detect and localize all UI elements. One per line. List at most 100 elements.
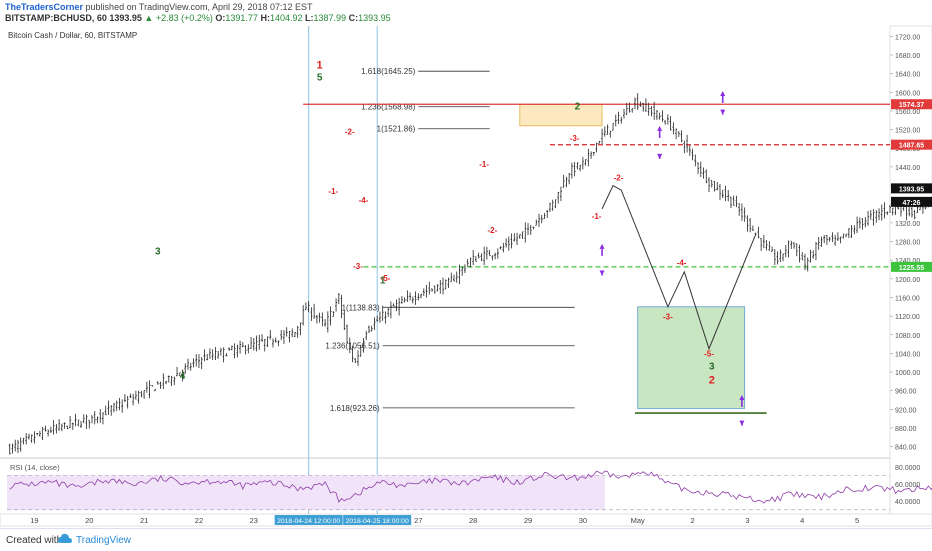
close-label: C: xyxy=(348,13,359,23)
price-label-badge xyxy=(891,261,932,272)
wave-label: 1 xyxy=(380,275,386,286)
wave-label: -2- xyxy=(345,127,355,136)
chart-background xyxy=(0,26,932,528)
time-tick-label: 2 xyxy=(690,516,694,525)
time-tick-label: 3 xyxy=(745,516,749,525)
time-tick-label: 20 xyxy=(85,516,93,525)
arrow-down-icon xyxy=(739,420,745,426)
time-highlight-label: 2018-04-24 12:00:00 xyxy=(277,518,340,525)
arrow-up-icon xyxy=(599,243,605,249)
price-tick-label: 1080.00 xyxy=(895,333,920,340)
time-highlight-badge xyxy=(343,515,412,525)
rsi-tick-label: 60.0000 xyxy=(895,482,920,489)
fib-level-label: 1(1138.83) xyxy=(342,303,380,312)
author-name[interactable]: TheTradersCorner xyxy=(5,2,84,12)
wave-label: 3 xyxy=(155,247,161,258)
projection-path xyxy=(601,184,757,351)
wave-label: -3- xyxy=(353,262,363,271)
price-label-badge xyxy=(891,183,932,194)
price-tick-label: 1680.00 xyxy=(895,53,920,60)
close-value: 1393.95 xyxy=(358,13,391,23)
time-tick-label: May xyxy=(631,516,645,525)
arrow-up-icon xyxy=(720,90,726,96)
price-tick-label: 1520.00 xyxy=(895,128,920,135)
high-value: 1404.92 xyxy=(269,13,303,23)
time-tick-label: 30 xyxy=(579,516,587,525)
rsi-line xyxy=(9,470,932,504)
fib-level-label: 1(1521.86) xyxy=(377,125,416,134)
wave-label: -3- xyxy=(570,134,580,143)
fib-level-label: 1.618(923.26) xyxy=(330,404,380,413)
price-tick-label: 1000.00 xyxy=(895,370,920,377)
tradingview-cloud-icon xyxy=(58,533,72,543)
fib-level-label: 1.618(1645.25) xyxy=(361,67,416,76)
wave-label: 2 xyxy=(709,375,715,387)
wave-label: -5- xyxy=(704,350,714,359)
arrow-down-icon xyxy=(657,153,663,159)
price-tick-label: 1120.00 xyxy=(895,314,920,321)
price-tick-label: 1600.00 xyxy=(895,90,920,97)
arrow-down-icon xyxy=(599,270,605,276)
price-label-text: 1393.95 xyxy=(899,186,924,193)
open-label: O: xyxy=(215,13,226,23)
price-label-text: 47:26 xyxy=(903,200,921,207)
wave-label: -1- xyxy=(328,187,338,196)
wave-label: 1 xyxy=(317,60,323,72)
price-tick-label: 1200.00 xyxy=(895,277,920,284)
time-highlight-label: 2018-04-25 18:00:00 xyxy=(346,518,409,525)
price-change: ▲ +2.83 (+0.2%) xyxy=(144,13,213,23)
time-tick-label: 19 xyxy=(30,516,38,525)
price-label-text: 1574.37 xyxy=(899,102,924,109)
wave-label: -4- xyxy=(359,196,369,205)
price-tick-label: 1480.00 xyxy=(895,146,920,153)
time-highlight-badge xyxy=(274,515,343,525)
wave-label: 3 xyxy=(709,362,715,373)
fib-level-label: 1.236(1568.98) xyxy=(361,103,416,112)
rsi-tick-label: 40.0000 xyxy=(895,499,920,506)
time-tick-label: 22 xyxy=(195,516,203,525)
price-tick-label: 960.00 xyxy=(895,389,917,396)
fib-target-box xyxy=(519,104,603,127)
tradingview-brand[interactable]: TradingView xyxy=(76,535,132,546)
price-tick-label: 1160.00 xyxy=(895,295,920,302)
last-price: 1393.95 xyxy=(109,13,142,23)
footer-bar: Created with TradingView xyxy=(0,528,932,551)
low-value: 1387.99 xyxy=(313,13,347,23)
price-tick-label: 1320.00 xyxy=(895,221,920,228)
time-tick-label: 5 xyxy=(855,516,859,525)
time-tick-label: 21 xyxy=(140,516,148,525)
price-tick-label: 840.00 xyxy=(895,445,917,452)
created-with-label: Created with xyxy=(6,535,63,546)
time-tick-label: 23 xyxy=(250,516,258,525)
price-tick-label: 1560.00 xyxy=(895,109,920,116)
wave-label: 5 xyxy=(317,73,323,84)
price-tick-label: 880.00 xyxy=(895,426,917,433)
wave-label: -2- xyxy=(487,226,497,235)
price-label-badge xyxy=(891,99,932,110)
price-label-text: 1225.55 xyxy=(899,265,924,272)
price-tick-label: 1640.00 xyxy=(895,72,920,79)
rsi-title: RSI (14, close) xyxy=(10,463,60,472)
arrow-down-icon xyxy=(720,109,726,115)
wave-label: -1- xyxy=(592,212,602,221)
time-axis xyxy=(0,513,932,527)
chart-header: TheTradersCorner published on TradingVie… xyxy=(0,0,932,26)
symbol-label[interactable]: BITSTAMP:BCHUSD, 60 xyxy=(5,13,107,23)
time-tick-label: 4 xyxy=(800,516,804,525)
wave-3-target-box xyxy=(637,306,746,409)
arrow-up-icon xyxy=(739,394,745,400)
price-tick-label: 1720.00 xyxy=(895,34,920,41)
wave-label: -1- xyxy=(479,160,489,169)
price-tick-label: 1280.00 xyxy=(895,240,920,247)
price-label-badge xyxy=(891,196,932,207)
price-tick-label: 920.00 xyxy=(895,407,917,414)
time-tick-label: 27 xyxy=(414,516,422,525)
price-tick-label: 1040.00 xyxy=(895,351,920,358)
chart-title: Bitcoin Cash / Dollar, 60, BITSTAMP xyxy=(8,31,138,40)
open-value: 1391.77 xyxy=(225,13,258,23)
wave-label: -2- xyxy=(614,173,624,182)
publish-info: published on TradingView.com, April 29, … xyxy=(85,2,313,12)
time-tick-label: 29 xyxy=(524,516,532,525)
arrow-up-icon xyxy=(657,125,663,131)
